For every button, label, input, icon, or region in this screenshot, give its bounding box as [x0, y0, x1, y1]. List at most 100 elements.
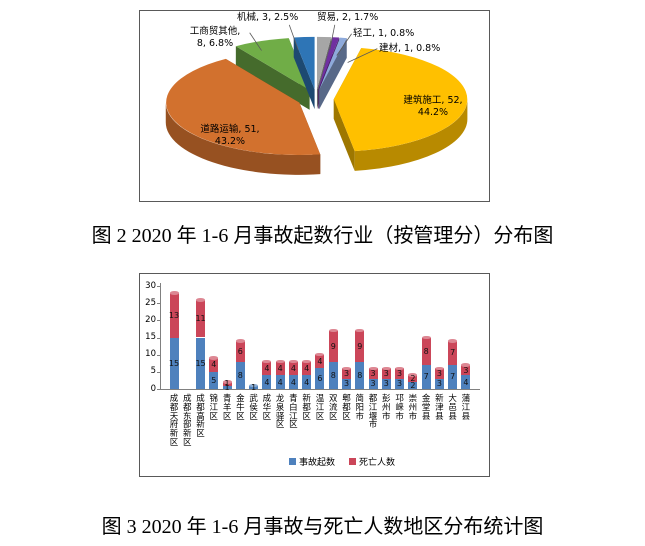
bar-value-deaths: 4 — [317, 357, 323, 367]
bar-value-accidents: 2 — [410, 381, 416, 391]
bar-value-deaths: 7 — [450, 348, 456, 358]
bar-value-accidents: 6 — [317, 374, 323, 384]
bar-deaths-彭州市 — [381, 368, 391, 379]
bar-accidents-龙泉驿区 — [275, 375, 285, 389]
bar-deaths-大邑县 — [448, 340, 458, 365]
bar-value-deaths: 3 — [383, 369, 389, 379]
bar-value-deaths: 9 — [330, 341, 336, 351]
bar-value-deaths: 4 — [290, 363, 296, 373]
legend-label: 事故起数 — [298, 458, 335, 468]
bar-value-deaths: 9 — [357, 341, 363, 351]
bar-accidents-崇州市 — [408, 382, 418, 389]
bar-value-accidents: 4 — [290, 377, 296, 387]
pie-slice-工商贸其他 — [235, 38, 310, 90]
bar-value-accidents: 4 — [463, 377, 469, 387]
bar-accidents-新都区 — [302, 375, 312, 389]
pie-slice-贸易 — [316, 36, 332, 90]
bar-deaths-郫都区 — [342, 368, 351, 379]
legend-item-死亡人数: 死亡人数 — [349, 455, 395, 468]
bar-accidents-都江堰市 — [368, 378, 378, 389]
bar-value-deaths: 4 — [277, 363, 283, 373]
bar-value-deaths: 13 — [168, 310, 180, 320]
pie-leader-line — [329, 24, 336, 50]
y-tick — [157, 389, 160, 390]
bar-value-accidents: 1 — [224, 382, 230, 392]
bar-value-accidents: 3 — [436, 379, 442, 389]
bar-accidents-青羊区 — [222, 385, 232, 389]
bar-cap — [275, 359, 285, 364]
bar-value-accidents: 15 — [168, 358, 180, 368]
bar-accidents-金牛区 — [235, 361, 245, 389]
bar-accidents-简阳市 — [355, 361, 365, 389]
bar-deaths-成都天府新区 — [169, 292, 179, 338]
bar-value-accidents: 3 — [383, 379, 389, 389]
bar-accidents-彭州市 — [381, 378, 391, 389]
bar-value-accidents: 5 — [211, 375, 217, 385]
x-label-龙泉驿区: 龙泉驿区 — [275, 394, 285, 431]
pie-slice-轻工 — [318, 37, 340, 90]
x-label-青羊区: 青羊区 — [222, 394, 232, 422]
x-label-成华区: 成华区 — [262, 394, 272, 422]
pie-slice-机械 — [293, 36, 315, 90]
pie-label-贸易: 贸易, 2, 1.7% — [317, 12, 379, 23]
x-label-崇州市: 崇州市 — [408, 394, 418, 422]
bar-value-accidents: 8 — [237, 370, 243, 380]
figure3-bar-chart: 0 5 10 15 20 25 30 15 13 成都天府新区成都东部新区 15 11 成都高新区 5 4 锦… — [139, 273, 490, 477]
bar-deaths-新津县 — [434, 368, 444, 379]
pie-slice-wall-建筑施工 — [333, 99, 355, 171]
pie-label-轻工: 轻工, 1, 0.8% — [353, 28, 415, 39]
pie-label-建材: 建材, 1, 0.8% — [379, 43, 441, 54]
bar-cap — [235, 339, 245, 343]
legend-label: 死亡人数 — [359, 458, 396, 468]
bar-cap — [368, 366, 378, 371]
y-axis-line — [160, 283, 161, 389]
bar-cap — [461, 363, 471, 367]
bar-value-accidents: 4 — [264, 377, 270, 387]
bar-legend: 事故起数 死亡人数 — [140, 455, 489, 468]
y-tick — [157, 320, 160, 322]
pie-slice-side-建筑施工 — [354, 99, 468, 171]
pie-slice-wall-机械 — [293, 37, 315, 110]
y-tick — [157, 286, 160, 287]
bar-deaths-金堂县 — [421, 337, 431, 365]
bar-value-deaths: 3 — [370, 369, 376, 379]
y-tick-label: 25 — [145, 297, 156, 308]
bar-value-deaths: 3 — [343, 369, 350, 379]
pie-label-道路运输: 道路运输, 51, 43.2% — [200, 124, 260, 147]
bar-cap — [328, 328, 338, 333]
bar-deaths-双流区 — [328, 330, 338, 362]
bar-deaths-崇州市 — [408, 375, 418, 383]
x-label-成都高新区: 成都高新区 — [196, 394, 205, 440]
x-label-邛崃市: 邛崃市 — [395, 394, 404, 422]
bar-deaths-新都区 — [302, 361, 312, 376]
bar-value-accidents: 4 — [304, 377, 310, 387]
x-label-都江堰市: 都江堰市 — [368, 394, 378, 431]
bar-deaths-邛崃市 — [395, 368, 405, 379]
x-label-锦江区: 锦江区 — [209, 394, 219, 422]
bar-cap — [249, 383, 259, 388]
figure3-caption: 图 3 2020 年 1-6 月事故与死亡人数地区分布统计图 — [101, 516, 544, 538]
bar-accidents-郫都区 — [342, 378, 351, 389]
bar-accidents-温江区 — [315, 368, 325, 389]
y-tick — [157, 371, 160, 373]
bar-accidents-成都天府新区 — [169, 337, 179, 389]
bar-value-deaths: 4 — [264, 363, 270, 373]
bar-deaths-蒲江县 — [461, 364, 471, 376]
x-axis-line — [160, 389, 480, 390]
bar-accidents-新津县 — [434, 378, 444, 389]
bar-value-accidents: 7 — [450, 372, 456, 382]
pie-leader-line — [347, 48, 378, 63]
x-label-新津县: 新津县 — [435, 394, 444, 422]
bar-value-deaths: 4 — [304, 363, 310, 373]
bar-cap — [421, 335, 431, 340]
bar-cap — [209, 356, 219, 360]
pie-slice-wall-工商贸其他 — [235, 46, 310, 110]
bar-cap — [408, 373, 418, 378]
bar-value-deaths: 3 — [463, 365, 469, 375]
y-tick — [157, 337, 160, 339]
bar-deaths-锦江区 — [209, 358, 219, 372]
pie-label-建筑施工: 建筑施工, 52, 44.2% — [403, 95, 463, 118]
pie-slice-wall-建材 — [319, 38, 347, 110]
bar-accidents-成华区 — [262, 375, 272, 389]
bar-cap — [262, 359, 272, 364]
